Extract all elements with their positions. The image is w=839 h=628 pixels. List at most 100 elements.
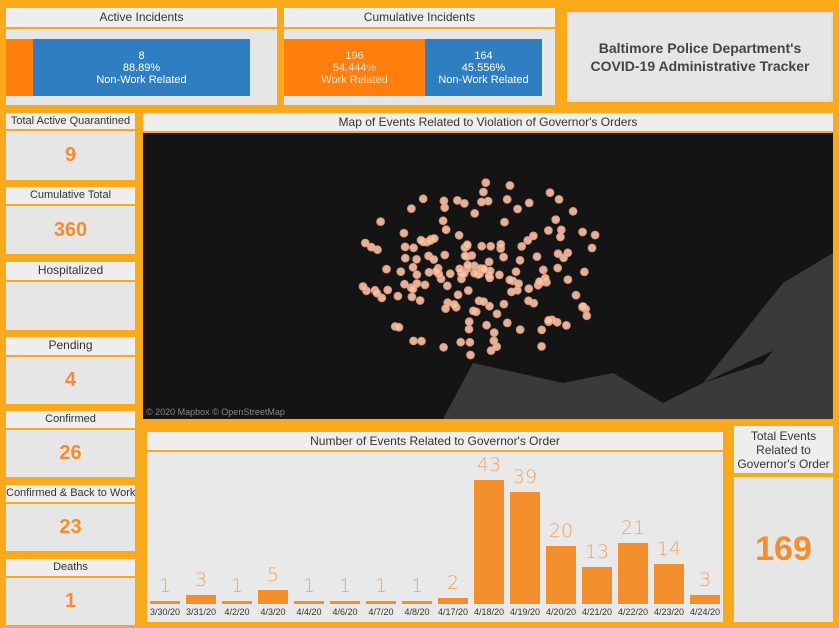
event-point[interactable] xyxy=(524,296,533,306)
event-point[interactable] xyxy=(555,232,565,242)
event-point[interactable] xyxy=(515,255,525,265)
non-work-related-segment[interactable]: 8 88.89% Non-Work Related xyxy=(33,39,250,96)
event-point[interactable] xyxy=(464,324,474,334)
event-point[interactable] xyxy=(464,317,474,327)
event-point[interactable] xyxy=(489,336,499,346)
event-point[interactable] xyxy=(496,240,506,249)
bar[interactable] xyxy=(618,543,648,604)
event-point[interactable] xyxy=(439,196,449,206)
bar[interactable] xyxy=(474,480,504,604)
event-point[interactable] xyxy=(571,290,581,300)
bar[interactable] xyxy=(510,491,540,604)
event-point[interactable] xyxy=(429,234,439,243)
event-point[interactable] xyxy=(376,217,386,226)
event-point[interactable] xyxy=(537,325,547,335)
event-point[interactable] xyxy=(515,325,525,335)
event-point[interactable] xyxy=(412,279,422,288)
event-point[interactable] xyxy=(578,302,588,311)
event-point[interactable] xyxy=(415,296,425,305)
event-point[interactable] xyxy=(383,285,393,295)
event-point[interactable] xyxy=(399,228,409,238)
event-point[interactable] xyxy=(482,320,492,330)
event-point[interactable] xyxy=(534,277,544,287)
event-point[interactable] xyxy=(587,243,597,253)
event-point[interactable] xyxy=(400,253,410,263)
event-point[interactable] xyxy=(409,243,419,253)
bar[interactable] xyxy=(222,601,252,604)
event-point[interactable] xyxy=(463,286,473,295)
event-point[interactable] xyxy=(431,266,441,276)
event-point[interactable] xyxy=(412,270,422,280)
event-point[interactable] xyxy=(459,199,469,208)
event-point[interactable] xyxy=(511,267,521,277)
event-point[interactable] xyxy=(551,215,561,224)
event-point[interactable] xyxy=(502,195,512,204)
events-map[interactable]: © 2020 Mapbox © OpenStreetMap xyxy=(143,133,833,419)
event-point[interactable] xyxy=(553,249,563,259)
event-point[interactable] xyxy=(468,306,478,316)
bar[interactable] xyxy=(546,546,576,604)
bar[interactable] xyxy=(150,601,180,604)
event-point[interactable] xyxy=(366,242,376,252)
event-point[interactable] xyxy=(500,217,509,227)
event-point[interactable] xyxy=(524,198,534,208)
bar[interactable] xyxy=(438,598,468,604)
event-point[interactable] xyxy=(528,231,538,241)
event-point[interactable] xyxy=(538,265,548,275)
event-point[interactable] xyxy=(477,197,486,207)
event-point[interactable] xyxy=(453,290,463,300)
bar[interactable] xyxy=(402,601,432,604)
event-point[interactable] xyxy=(360,238,370,248)
event-point[interactable] xyxy=(424,267,434,277)
event-point[interactable] xyxy=(477,241,487,251)
event-point[interactable] xyxy=(537,341,547,351)
event-point[interactable] xyxy=(505,181,515,190)
event-point[interactable] xyxy=(563,275,573,285)
event-point[interactable] xyxy=(479,297,489,307)
event-point[interactable] xyxy=(532,252,542,261)
work-related-segment[interactable]: 196 54.444% Work Related xyxy=(284,39,425,96)
event-point[interactable] xyxy=(544,315,554,325)
event-point[interactable] xyxy=(492,309,502,319)
event-point[interactable] xyxy=(579,267,589,277)
event-point[interactable] xyxy=(524,284,534,294)
event-point[interactable] xyxy=(382,264,391,274)
event-point[interactable] xyxy=(442,281,452,291)
bar[interactable] xyxy=(366,601,396,604)
bar[interactable] xyxy=(690,595,720,604)
event-point[interactable] xyxy=(513,204,523,214)
bar[interactable] xyxy=(186,595,216,604)
event-point[interactable] xyxy=(463,260,473,270)
event-point[interactable] xyxy=(439,342,449,352)
event-point[interactable] xyxy=(578,227,588,237)
event-point[interactable] xyxy=(470,209,480,218)
bar[interactable] xyxy=(294,601,324,604)
event-point[interactable] xyxy=(523,236,533,245)
event-point[interactable] xyxy=(499,299,509,309)
event-point[interactable] xyxy=(454,230,464,240)
event-point[interactable] xyxy=(568,206,578,216)
event-point[interactable] xyxy=(553,263,563,273)
event-point[interactable] xyxy=(420,280,430,290)
event-point[interactable] xyxy=(408,262,418,272)
event-point[interactable] xyxy=(502,318,512,328)
event-point[interactable] xyxy=(400,242,410,252)
event-point[interactable] xyxy=(545,188,555,197)
event-point[interactable] xyxy=(517,242,527,251)
event-point[interactable] xyxy=(407,292,417,302)
event-point[interactable] xyxy=(455,264,465,274)
event-point[interactable] xyxy=(462,240,472,250)
event-point[interactable] xyxy=(406,204,416,213)
event-point[interactable] xyxy=(449,299,459,309)
event-point[interactable] xyxy=(481,178,491,187)
event-point[interactable] xyxy=(445,269,455,279)
event-point[interactable] xyxy=(466,350,475,360)
event-point[interactable] xyxy=(416,235,426,245)
bar[interactable] xyxy=(582,566,612,604)
event-point[interactable] xyxy=(417,336,426,346)
event-point[interactable] xyxy=(409,336,418,346)
event-point[interactable] xyxy=(396,267,406,277)
event-point[interactable] xyxy=(440,250,450,260)
event-point[interactable] xyxy=(485,301,494,311)
event-point[interactable] xyxy=(590,230,600,240)
